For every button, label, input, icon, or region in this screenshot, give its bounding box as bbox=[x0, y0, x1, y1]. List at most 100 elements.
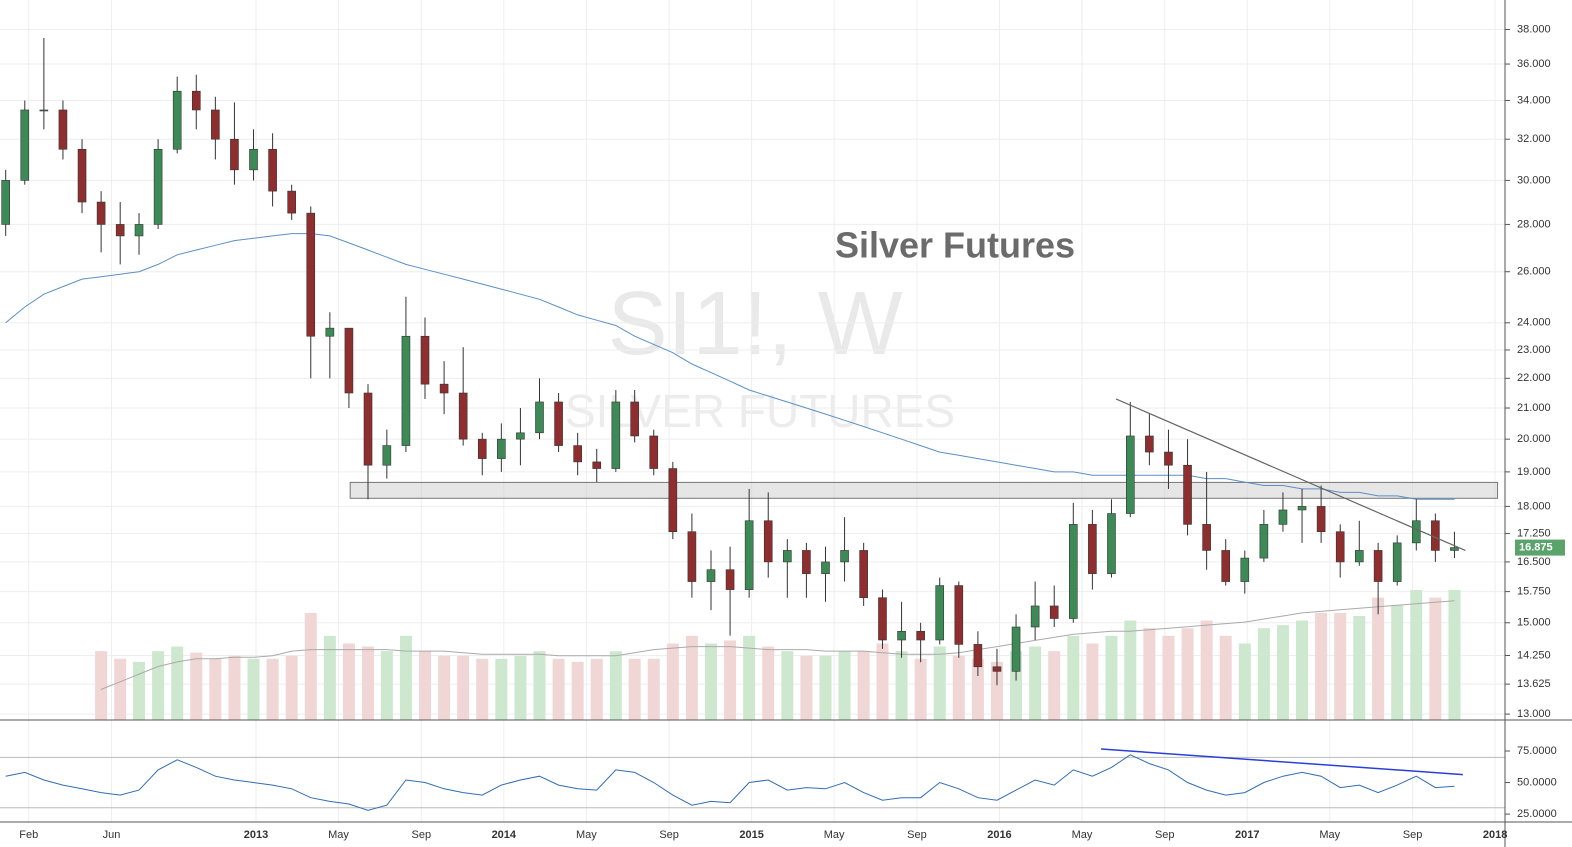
volume-bar bbox=[571, 661, 584, 720]
volume-bar bbox=[438, 655, 451, 720]
y-tick-label: 18.000 bbox=[1517, 500, 1551, 512]
candle-body bbox=[706, 569, 716, 582]
candle-body bbox=[1049, 605, 1059, 619]
watermark: SI1!, W bbox=[607, 274, 902, 374]
volume-bar bbox=[781, 651, 794, 720]
volume-bar bbox=[133, 661, 146, 720]
volume-bar bbox=[952, 655, 965, 720]
y-tick-label: 22.000 bbox=[1517, 372, 1551, 384]
candle-body bbox=[1221, 550, 1231, 582]
candle-body bbox=[897, 631, 906, 641]
rsi-tick-label: 75.0000 bbox=[1517, 745, 1557, 757]
candle-body bbox=[115, 224, 125, 237]
candle-body bbox=[306, 212, 316, 337]
volume-bar bbox=[533, 651, 546, 720]
candle-body bbox=[96, 201, 106, 225]
volume-bar bbox=[1200, 620, 1213, 720]
candle-body bbox=[763, 520, 773, 563]
volume-bar bbox=[476, 658, 489, 720]
chart-title: Silver Futures bbox=[835, 225, 1075, 266]
candle-body bbox=[1240, 557, 1250, 582]
candle-body bbox=[516, 432, 525, 440]
y-tick-label: 17.250 bbox=[1517, 527, 1551, 539]
y-tick-label: 36.000 bbox=[1517, 58, 1551, 70]
volume-bar bbox=[762, 646, 775, 720]
volume-bar bbox=[285, 655, 298, 720]
x-tick-label: Jun bbox=[103, 829, 121, 841]
volume-bar bbox=[704, 643, 717, 720]
candle-body bbox=[401, 335, 411, 446]
candle-body bbox=[1164, 451, 1173, 466]
x-tick-label: May bbox=[328, 829, 349, 841]
candle-body bbox=[878, 597, 887, 641]
volume-bar bbox=[1410, 589, 1423, 720]
last-price-box bbox=[1515, 539, 1565, 556]
support-zone bbox=[349, 481, 1499, 499]
candle-body bbox=[77, 148, 87, 203]
candle-body bbox=[1259, 524, 1269, 559]
candle-body bbox=[153, 148, 163, 225]
candle-body bbox=[573, 445, 582, 463]
volume-bar bbox=[1257, 628, 1270, 720]
volume-bar bbox=[1315, 612, 1328, 720]
volume-bar bbox=[323, 635, 336, 720]
volume-bar bbox=[152, 651, 165, 720]
x-tick-label: May bbox=[824, 829, 845, 841]
x-tick-label: 2014 bbox=[492, 829, 517, 841]
x-tick-label: Sep bbox=[1155, 829, 1175, 841]
candle-body bbox=[649, 435, 659, 469]
candle-body bbox=[20, 109, 30, 181]
rsi-line bbox=[5, 754, 1455, 811]
x-tick-label: 2018 bbox=[1483, 829, 1507, 841]
candle-body bbox=[230, 138, 239, 171]
volume-bar bbox=[1276, 625, 1289, 720]
volume-bar bbox=[171, 646, 184, 720]
volume-bar bbox=[1162, 635, 1175, 720]
y-tick-label: 14.250 bbox=[1517, 649, 1551, 661]
candle-body bbox=[840, 550, 849, 563]
candle-body bbox=[554, 401, 563, 446]
volume-bar bbox=[1372, 597, 1385, 720]
candle-body bbox=[211, 109, 220, 140]
rsi-tick-label: 25.0000 bbox=[1517, 808, 1557, 820]
volume-bar bbox=[228, 655, 241, 720]
volume-bar bbox=[1029, 646, 1042, 720]
candle-body bbox=[1125, 435, 1135, 514]
volume-bar bbox=[209, 658, 222, 720]
candle-body bbox=[249, 148, 258, 171]
volume-bar bbox=[495, 658, 508, 720]
candle-body bbox=[382, 445, 392, 466]
volume-bar bbox=[190, 652, 203, 720]
y-tick-label: 34.000 bbox=[1517, 94, 1551, 106]
volume-bar bbox=[380, 651, 393, 720]
y-tick-label: 24.000 bbox=[1517, 317, 1551, 329]
candle-body bbox=[172, 90, 182, 150]
y-tick-label: 21.000 bbox=[1517, 402, 1551, 414]
candle-body bbox=[916, 631, 925, 641]
volume-bar bbox=[514, 655, 527, 720]
candle-body bbox=[1202, 524, 1211, 551]
candle-body bbox=[134, 224, 144, 237]
candle-body bbox=[1183, 464, 1192, 525]
volume-bar bbox=[1238, 643, 1251, 720]
volume-bar bbox=[95, 651, 108, 720]
volume-bar bbox=[362, 646, 375, 720]
candle-body bbox=[935, 585, 945, 641]
x-tick-label: 2013 bbox=[244, 829, 268, 841]
volume-bar bbox=[457, 655, 470, 720]
candle-body bbox=[592, 461, 602, 469]
x-tick-label: 2015 bbox=[739, 829, 763, 841]
volume-bar bbox=[1448, 589, 1461, 720]
volume-bar bbox=[876, 643, 889, 720]
y-tick-label: 19.000 bbox=[1517, 466, 1551, 478]
y-tick-label: 20.000 bbox=[1517, 433, 1551, 445]
candle-body bbox=[1392, 542, 1402, 582]
candle-body bbox=[1316, 506, 1326, 533]
volume-bar bbox=[342, 643, 355, 720]
moving-average bbox=[5, 233, 1455, 500]
volume-bar bbox=[609, 651, 622, 720]
volume-bar bbox=[1296, 620, 1309, 720]
volume-bar bbox=[1067, 635, 1080, 720]
